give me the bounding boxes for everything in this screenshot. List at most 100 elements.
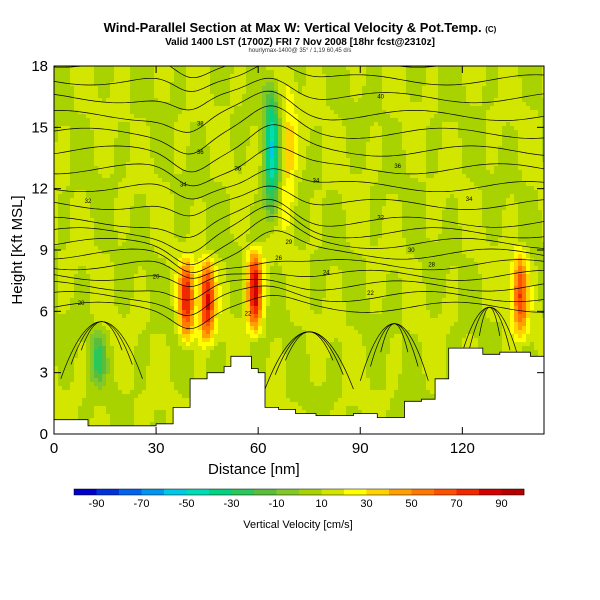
theta-contour-line [54,0,544,48]
theta-contour-line [54,105,544,155]
contour-label: 28 [428,262,435,268]
contour-label: 34 [466,197,473,203]
theta-contour-line [54,216,544,266]
colorbar-swatch [74,489,97,495]
theta-contour-line [54,185,544,217]
contour-label: 34 [180,183,187,189]
contour-label: 30 [408,248,415,254]
contour-label: 32 [85,199,92,205]
colorbar-tick-label: -70 [134,498,150,510]
theta-contour-line [54,278,544,301]
colorbar-swatch [119,489,142,495]
contour-label: 22 [245,311,252,317]
colorbar-swatch [231,489,255,495]
title-mark: (C) [485,25,497,34]
y-axis-label: Height [Kft MSL] [9,195,26,304]
y-tick-label: 15 [31,119,48,136]
colorbar-swatch [411,489,435,495]
theta-contour-line [54,124,544,173]
theta-contour-line [285,331,334,361]
colorbar-tick-label: 70 [450,498,462,510]
colorbar-swatch [299,489,322,495]
contour-label: 24 [323,271,330,277]
terrain-area [54,347,544,434]
theta-contour-line [54,259,544,279]
contour-label: 36 [234,166,241,172]
x-tick-label: 60 [250,440,267,457]
contour-label: 38 [197,121,204,127]
theta-contour-line [54,295,544,330]
colorbar-frame [73,488,525,496]
chart-title: Wind-Parallel Section at Max W: Vertical… [103,20,497,35]
theta-contour-line [54,269,544,287]
theta-contour-line [54,205,544,254]
contour-label: 29 [285,240,292,246]
colorbar-swatch [96,489,120,495]
theta-contour-line [80,321,123,351]
colorbar-swatch [209,489,232,495]
theta-contour-line [54,77,544,111]
colorbar-tick-label: 90 [495,498,507,510]
contour-label: 22 [367,291,374,297]
theta-contour-line [54,0,544,27]
colorbar-swatch [479,489,502,495]
theta-contours [54,0,544,390]
colorbar-tick-label: -50 [179,498,195,510]
theta-contour-line [380,323,409,353]
y-tick-label: 9 [40,242,48,259]
theta-contour-line [54,168,544,200]
colorbar-swatch [344,489,367,495]
contour-label: 20 [78,301,85,307]
colorbar-tick-label: -10 [269,498,285,510]
colorbar-tick-label: -30 [224,498,240,510]
colorbar-swatch [366,489,390,495]
y-tick-label: 12 [31,181,48,198]
x-tick-label: 90 [352,440,369,457]
colorbar-swatch [186,489,210,495]
y-tick-label: 0 [40,426,48,443]
theta-contour-line [54,146,544,187]
contour-label: 26 [275,256,282,262]
theta-contour-line [54,0,544,4]
contour-label: 34 [313,179,320,185]
chart-subtitle: Valid 1400 LST (1700Z) FRI 7 Nov 2008 [1… [165,37,435,48]
colorbar-swatch [501,489,525,495]
contour-label: 40 [377,95,384,101]
colorbar-swatch [276,489,300,495]
colorbar-swatch [254,489,277,495]
contour-labels: 38 40 36 36 34 36 34 32 34 29 32 30 28 26 24 20 20 22 22 [78,95,473,318]
x-axis-label: Distance [nm] [208,461,300,478]
terrain-mask [54,347,544,434]
theta-contour-line [54,90,544,133]
theta-contour-line [478,306,501,336]
colorbar-swatch [321,489,345,495]
y-tick-label: 3 [40,365,48,382]
colorbar-swatch [141,489,165,495]
colorbar-tick-label: 10 [315,498,327,510]
x-tick-label: 120 [450,440,475,457]
colorbar-tick-label: 50 [405,498,417,510]
colorbar-swatch [434,489,457,495]
colorbar-swatch [389,489,412,495]
theta-contour-line [54,66,544,92]
colorbar-swatch [164,489,187,495]
y-tick-label: 18 [31,58,48,75]
contour-label: 36 [394,164,401,170]
contour-label: 32 [377,215,384,221]
colorbar-swatch [456,489,480,495]
colorbar: -90 -70 -50 -30 -10 10 30 50 70 90 [73,488,525,510]
x-tick-label: 30 [148,440,165,457]
x-tick-label: 0 [50,440,58,457]
theta-contour-line [54,285,544,316]
theta-contour-line [54,198,544,238]
theta-contour-line [54,19,544,64]
chart-footnote: hourlymax-1400@ 35° / 1,19 60,45 d/s [248,48,352,54]
contour-label: 20 [153,275,160,281]
colorbar-tick-label: 30 [360,498,372,510]
colorbar-tick-label: -90 [89,498,105,510]
theta-contour-line [54,230,544,273]
y-tick-label: 6 [40,303,48,320]
contour-label: 36 [197,150,204,156]
